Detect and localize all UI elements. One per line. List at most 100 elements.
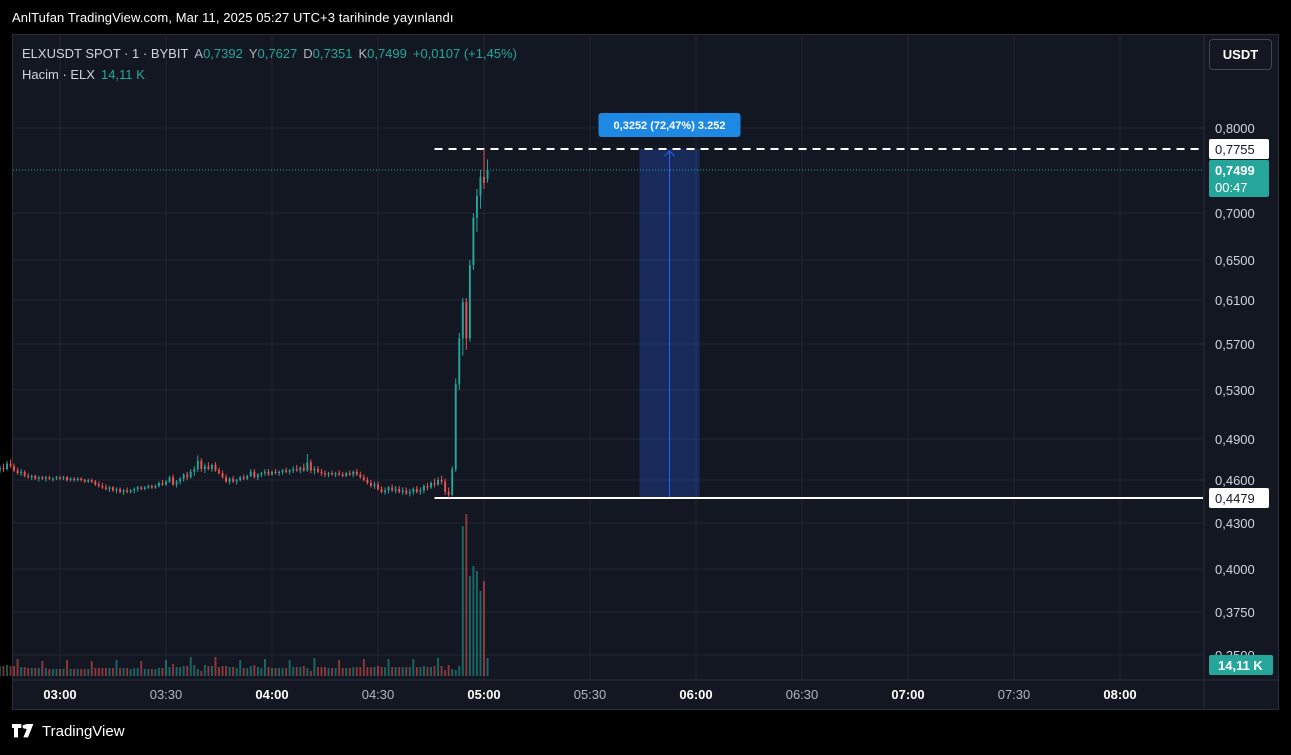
candle-body[interactable] <box>348 473 351 475</box>
candle-body[interactable] <box>182 474 185 479</box>
candle-body[interactable] <box>97 484 100 486</box>
candle-body[interactable] <box>196 460 199 470</box>
candle-body[interactable] <box>51 478 54 480</box>
candle-body[interactable] <box>73 478 76 480</box>
candle-body[interactable] <box>285 470 288 472</box>
candle-body[interactable] <box>451 469 454 495</box>
candle-body[interactable] <box>44 477 47 479</box>
candle-body[interactable] <box>235 480 238 482</box>
candle-body[interactable] <box>147 485 150 488</box>
candle-body[interactable] <box>23 471 26 476</box>
candle-body[interactable] <box>412 488 415 492</box>
candle-body[interactable] <box>281 470 284 472</box>
candle-body[interactable] <box>221 473 224 478</box>
candle-body[interactable] <box>62 477 65 479</box>
candle-body[interactable] <box>6 463 8 470</box>
candle-body[interactable] <box>461 302 464 339</box>
candle-body[interactable] <box>207 466 210 470</box>
candle-body[interactable] <box>479 176 482 196</box>
candle-body[interactable] <box>126 490 129 492</box>
candle-body[interactable] <box>440 480 443 482</box>
candle-body[interactable] <box>256 474 259 478</box>
candle-body[interactable] <box>373 484 376 486</box>
candle-body[interactable] <box>246 475 249 479</box>
candle-body[interactable] <box>186 474 189 478</box>
candle-body[interactable] <box>101 485 104 488</box>
candle-body[interactable] <box>210 464 213 470</box>
candle-body[interactable] <box>115 488 118 491</box>
candle-body[interactable] <box>168 477 171 482</box>
candle-body[interactable] <box>274 471 277 474</box>
candle-body[interactable] <box>55 477 58 479</box>
candle-body[interactable] <box>16 470 19 474</box>
candle-body[interactable] <box>30 475 33 478</box>
candle-body[interactable] <box>362 477 365 480</box>
candle-body[interactable] <box>302 467 305 471</box>
candle-body[interactable] <box>0 467 1 471</box>
candle-body[interactable] <box>483 176 485 183</box>
candle-body[interactable] <box>200 460 203 470</box>
candle-body[interactable] <box>150 485 153 488</box>
candle-body[interactable] <box>394 488 397 491</box>
candle-body[interactable] <box>320 471 323 474</box>
candle-body[interactable] <box>398 488 401 492</box>
candle-body[interactable] <box>119 488 122 492</box>
candle-body[interactable] <box>405 490 408 494</box>
candle-body[interactable] <box>324 473 326 475</box>
candle-body[interactable] <box>172 477 175 485</box>
candle-body[interactable] <box>80 478 83 480</box>
candle-body[interactable] <box>48 477 51 479</box>
candle-body[interactable] <box>391 487 394 491</box>
candle-body[interactable] <box>133 488 136 491</box>
candle-body[interactable] <box>239 477 242 480</box>
candle-body[interactable] <box>415 488 418 492</box>
candle-body[interactable] <box>69 478 72 480</box>
candle-body[interactable] <box>179 478 182 482</box>
candle-body[interactable] <box>433 482 436 485</box>
candle-body[interactable] <box>263 471 266 474</box>
candle-body[interactable] <box>384 490 387 492</box>
candle-body[interactable] <box>444 481 447 492</box>
candle-body[interactable] <box>355 471 358 475</box>
candle-body[interactable] <box>143 487 146 489</box>
candle-body[interactable] <box>104 487 107 489</box>
candle-body[interactable] <box>408 491 411 494</box>
symbol-name[interactable]: ELXUSDT SPOT · 1 · BYBIT <box>22 46 189 61</box>
candle-body[interactable] <box>359 474 362 478</box>
candle-body[interactable] <box>232 478 235 482</box>
candle-body[interactable] <box>465 302 468 339</box>
candle-body[interactable] <box>267 471 270 475</box>
candle-body[interactable] <box>161 482 164 485</box>
candle-body[interactable] <box>165 481 167 485</box>
candle-body[interactable] <box>369 482 372 486</box>
candle-body[interactable] <box>401 490 404 492</box>
candle-body[interactable] <box>309 462 312 471</box>
candle-body[interactable] <box>271 471 273 475</box>
volume-label[interactable]: Hacim · ELX <box>22 67 95 82</box>
currency-button[interactable]: USDT <box>1209 39 1272 70</box>
candle-body[interactable] <box>83 480 86 482</box>
candle-body[interactable] <box>122 490 125 492</box>
candle-body[interactable] <box>218 470 220 474</box>
candle-body[interactable] <box>430 482 432 488</box>
candle-body[interactable] <box>447 491 450 495</box>
candle-body[interactable] <box>242 477 245 479</box>
candle-body[interactable] <box>458 338 461 385</box>
candle-body[interactable] <box>292 469 295 471</box>
candle-body[interactable] <box>189 471 192 478</box>
candle-body[interactable] <box>214 464 217 471</box>
candle-body[interactable] <box>225 477 228 482</box>
candle-body[interactable] <box>112 487 114 491</box>
candle-body[interactable] <box>20 471 23 474</box>
candle-body[interactable] <box>27 475 30 478</box>
candle-body[interactable] <box>313 469 316 471</box>
candle-body[interactable] <box>426 485 429 488</box>
candle-body[interactable] <box>140 487 143 489</box>
candle-body[interactable] <box>472 217 475 265</box>
candle-body[interactable] <box>37 477 40 479</box>
candle-body[interactable] <box>454 384 457 470</box>
candle-body[interactable] <box>299 467 302 471</box>
candle-body[interactable] <box>2 467 5 470</box>
candle-body[interactable] <box>228 478 231 482</box>
candle-body[interactable] <box>468 265 471 339</box>
